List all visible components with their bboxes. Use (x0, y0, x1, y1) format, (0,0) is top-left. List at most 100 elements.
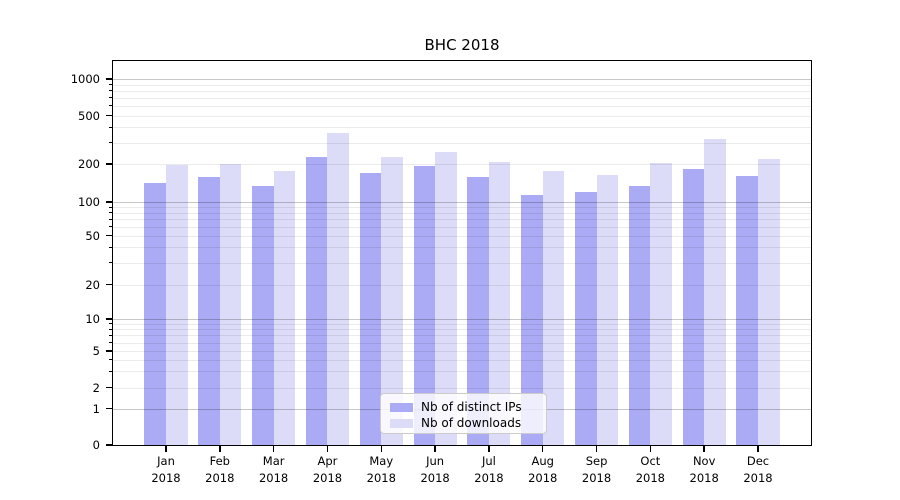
bar-distinct-ips (628, 185, 651, 445)
bar-downloads (758, 158, 780, 445)
gridline-minor (113, 105, 811, 107)
bar-distinct-ips (144, 182, 166, 445)
y-tick-mark (106, 407, 113, 409)
x-tick-label: Feb 2018 (205, 454, 235, 485)
bar-downloads (488, 161, 511, 445)
x-tick-label: Jan 2018 (151, 454, 181, 485)
y-minor-tick-mark (109, 328, 113, 330)
x-tick-label: Mar 2018 (258, 454, 289, 485)
y-minor-tick-mark (109, 370, 113, 372)
gridline-minor (113, 127, 811, 129)
y-tick-label: 2 (92, 380, 100, 395)
gridline-minor (113, 371, 811, 373)
x-tick-mark (488, 446, 490, 452)
bar-downloads (273, 171, 296, 445)
y-tick-label: 5 (92, 344, 100, 358)
legend-label-downloads: Nb of downloads (421, 416, 522, 430)
y-minor-tick-mark (109, 262, 113, 264)
y-minor-tick-mark (109, 246, 113, 248)
gridline-minor (113, 387, 811, 389)
y-minor-tick-mark (109, 334, 113, 336)
bar-distinct-ips (305, 156, 328, 445)
y-minor-tick-mark (109, 359, 113, 361)
bar-distinct-ips (252, 185, 274, 445)
y-tick-mark (106, 444, 113, 446)
y-tick-mark (106, 114, 113, 116)
y-minor-tick-mark (109, 97, 113, 99)
bar-distinct-ips (467, 176, 489, 445)
bar-distinct-ips (413, 166, 436, 445)
gridline-minor (113, 84, 811, 86)
plot-area (112, 60, 812, 446)
x-tick-mark (541, 446, 544, 452)
y-tick-label: 50 (85, 228, 100, 243)
y-minor-tick-mark (109, 218, 113, 220)
bar-distinct-ips (521, 194, 543, 445)
gridline-minor (113, 226, 811, 228)
x-tick-label: Apr 2018 (312, 454, 343, 485)
gridline-minor (113, 342, 811, 344)
x-tick-mark (380, 446, 383, 452)
bar-distinct-ips (359, 172, 382, 445)
y-tick-label: 1000 (70, 72, 100, 86)
bar-downloads (219, 164, 242, 445)
gridline-major (113, 319, 811, 320)
gridline-minor (113, 207, 811, 209)
bar-downloads (435, 151, 457, 445)
x-tick-label: Jun 2018 (420, 454, 450, 485)
x-tick-mark (703, 446, 705, 452)
x-tick-label: Aug 2018 (528, 454, 558, 485)
y-tick-label: 500 (78, 108, 100, 123)
gridline-minor (113, 262, 811, 264)
y-minor-tick-mark (109, 126, 113, 128)
gridline-minor (113, 323, 811, 325)
gridline-minor (113, 115, 811, 117)
y-minor-tick-mark (109, 84, 113, 86)
x-tick-mark (434, 446, 436, 452)
legend: Nb of distinct IPs Nb of downloads (380, 393, 547, 434)
gridline-minor (113, 212, 811, 214)
gridline-minor (113, 97, 811, 99)
y-tick-mark (106, 163, 113, 165)
x-tick-label: Sep 2018 (581, 454, 612, 485)
x-tick-label: Nov 2018 (689, 454, 719, 485)
bar-downloads (327, 132, 349, 445)
y-minor-tick-mark (109, 90, 113, 92)
legend-label-distinct-ips: Nb of distinct IPs (421, 400, 522, 414)
gridline-minor (113, 284, 811, 286)
x-tick-mark (165, 446, 167, 452)
gridline-minor (113, 90, 811, 92)
gridline-minor (113, 164, 811, 165)
bar-downloads (596, 175, 619, 445)
y-tick-mark (106, 78, 113, 80)
y-tick-label: 0 (92, 438, 100, 452)
y-tick-label: 20 (85, 277, 100, 292)
gridline-major (113, 202, 811, 203)
y-minor-tick-mark (109, 212, 113, 214)
y-tick-mark (106, 234, 113, 236)
bar-downloads (542, 171, 565, 445)
x-tick-label: Dec 2018 (743, 454, 773, 485)
gridline-minor (113, 142, 811, 144)
x-tick-mark (757, 446, 759, 452)
chart-title: BHC 2018 (424, 36, 500, 54)
x-tick-label: Jul 2018 (474, 454, 504, 485)
y-minor-tick-mark (109, 142, 113, 144)
bar-distinct-ips (198, 176, 220, 445)
legend-entry-downloads: Nb of downloads (390, 415, 537, 431)
bar-downloads (381, 156, 403, 445)
bar-downloads (166, 164, 188, 445)
y-tick-mark (106, 201, 113, 203)
bar-downloads (704, 139, 726, 445)
y-tick-label: 10 (85, 312, 100, 326)
y-tick-mark (106, 283, 113, 285)
bar-downloads (650, 162, 672, 445)
y-tick-label: 200 (78, 157, 100, 171)
x-tick-mark (326, 446, 329, 452)
y-minor-tick-mark (109, 323, 113, 325)
y-tick-mark (106, 350, 113, 352)
y-minor-tick-mark (109, 342, 113, 344)
legend-entry-distinct-ips: Nb of distinct IPs (390, 399, 537, 415)
gridline-minor (113, 329, 811, 331)
